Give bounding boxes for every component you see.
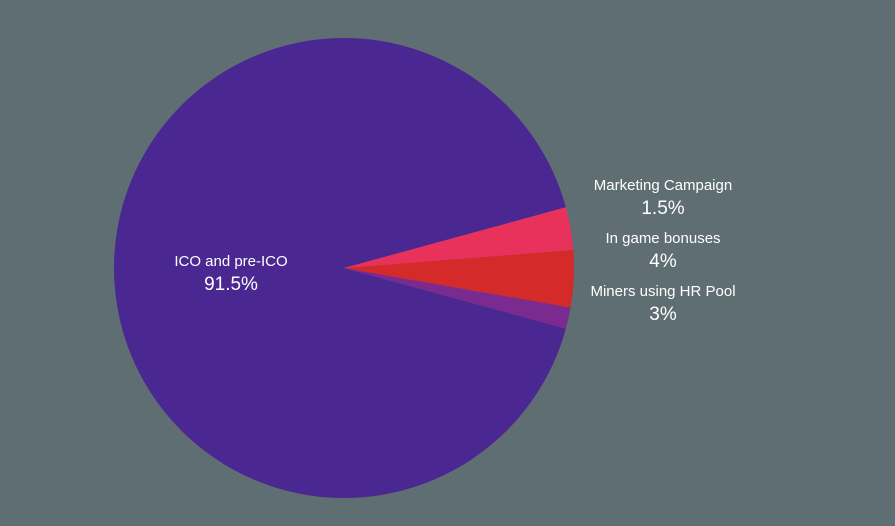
pie-slice-ico-and-pre-ico	[114, 37, 566, 498]
slice-value-label: 91.5%	[204, 274, 258, 295]
slice-label: In game bonuses	[605, 230, 720, 247]
pie-slice-marketing-campaign	[344, 268, 571, 329]
pie-labels: ICO and pre-ICO 91.5% Marketing Campaign 1.…	[174, 177, 735, 325]
slice-label: ICO and pre-ICO	[174, 253, 287, 270]
slice-value-label: 3%	[649, 304, 677, 325]
pie-slices	[114, 37, 575, 498]
slice-label: Miners using HR Pool	[590, 283, 735, 300]
slice-value-label: 4%	[649, 251, 677, 272]
slice-value-label: 1.5%	[641, 198, 684, 219]
slice-label: Marketing Campaign	[594, 177, 732, 194]
pie-slice-miners-using-hr-pool	[344, 207, 574, 268]
pie-slice-in-game-bonuses	[344, 249, 575, 308]
